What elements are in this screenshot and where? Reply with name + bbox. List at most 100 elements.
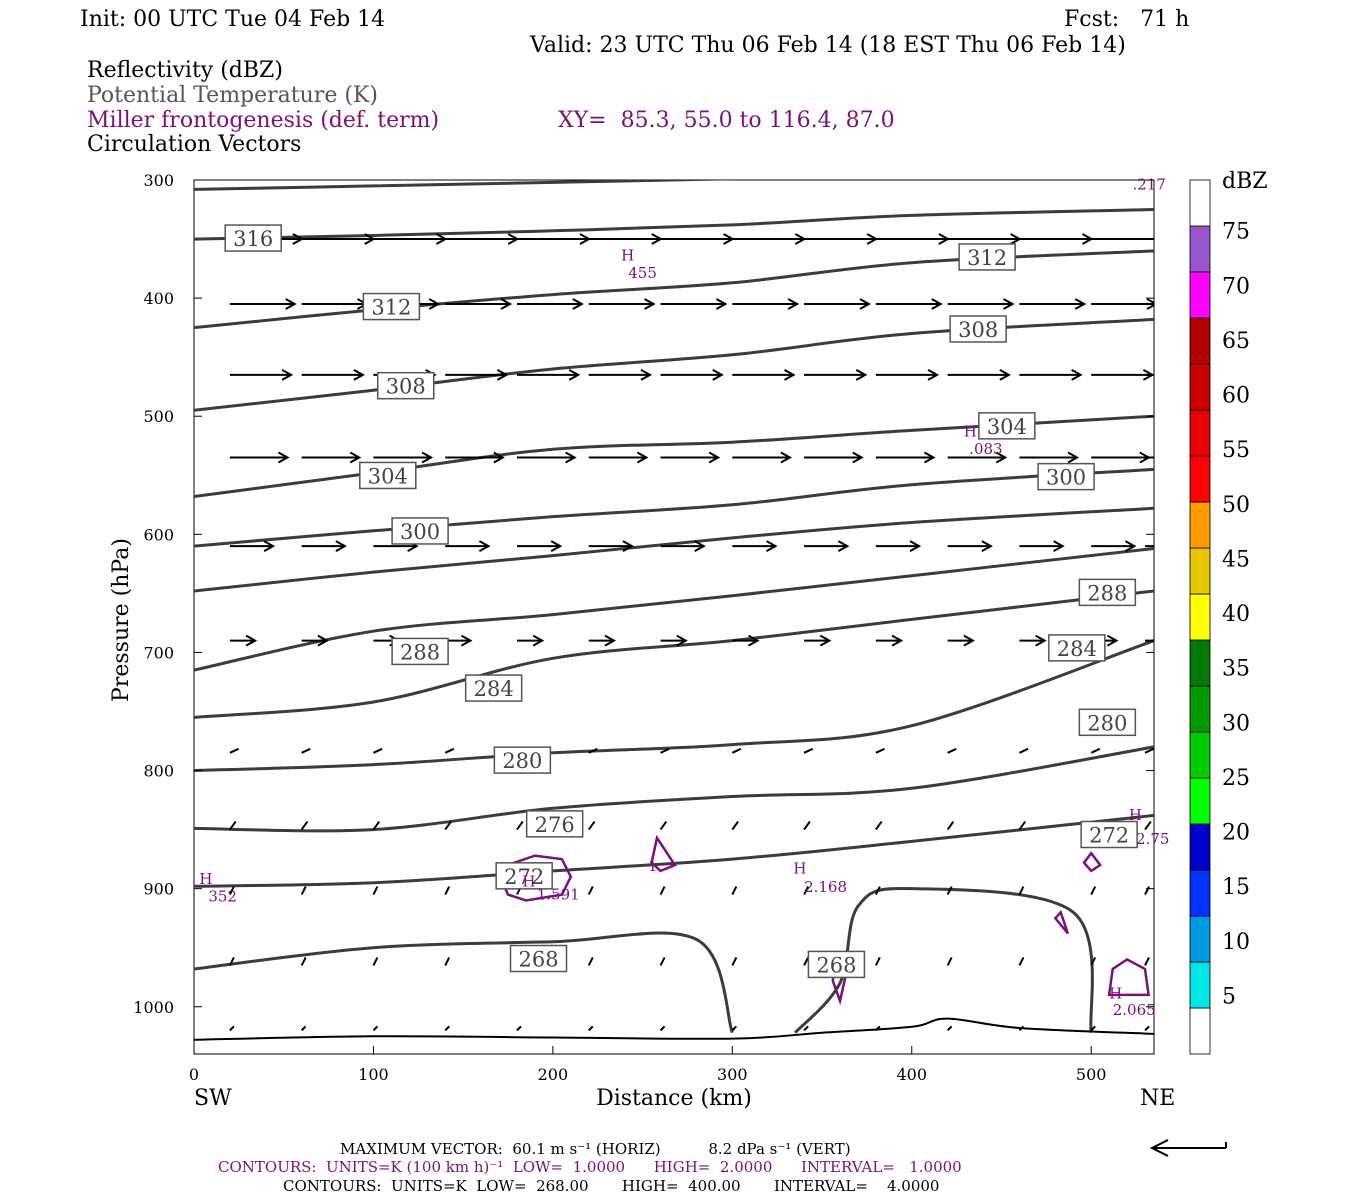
xy-endpoints: XY= 85.3, 55.0 to 116.4, 87.0 (558, 108, 895, 133)
svg-text:272: 272 (1089, 824, 1129, 848)
vector-arrow (516, 451, 577, 464)
vector-arrow (804, 634, 832, 647)
theta-contour-label: 300 (1037, 462, 1095, 491)
vector-arrow (516, 540, 563, 553)
theta-contour-label: 272 (495, 862, 553, 890)
frontogenesis-label: 2.168 (804, 878, 847, 896)
theta-contour-label: 316 (224, 224, 282, 252)
x-end-label-ne: NE (1140, 1086, 1175, 1111)
svg-text:284: 284 (474, 677, 514, 701)
vector-arrow (659, 1025, 666, 1032)
colorbar-tick-label: 25 (1222, 766, 1250, 791)
valid-time: Valid: 23 UTC Thu 06 Feb 14 (18 EST Thu … (529, 33, 1126, 58)
theta-contour-label: 268 (807, 950, 866, 979)
vector-arrow (301, 451, 362, 464)
vector-arrow (803, 956, 809, 966)
theta-contour-label: 272 (1080, 820, 1138, 849)
frontogenesis-label: .083 (969, 440, 1002, 458)
frontogenesis-label: 1 (648, 857, 658, 875)
vector-arrow (1144, 821, 1152, 831)
colorbar-tick-label: 70 (1222, 274, 1250, 299)
vector-arrow (1018, 886, 1025, 896)
colorbar-swatch (1189, 271, 1211, 319)
vector-arrow (229, 369, 294, 381)
frontogenesis-label: H (964, 422, 977, 440)
theta-contour-label: 276 (525, 810, 584, 838)
contours-theta-note: CONTOURS: UNITS=K LOW= 268.00 HIGH= 400.… (283, 1177, 939, 1195)
svg-text:288: 288 (400, 640, 440, 664)
vector-arrow (803, 821, 811, 831)
vector-arrow (444, 1025, 450, 1032)
vector-arrow (947, 634, 975, 647)
colorbar-swatch (1189, 225, 1211, 273)
vector-arrow (1091, 540, 1137, 553)
vector-arrow (588, 1025, 594, 1032)
vector-arrow (1019, 298, 1087, 310)
colorbar-swatch (1189, 823, 1211, 871)
frontogenesis-label: 2.065 (1113, 1001, 1156, 1019)
colorbar-swatch (1189, 547, 1211, 595)
vector-arrow (1019, 451, 1080, 464)
vector-arrow (946, 1025, 953, 1032)
svg-text:276: 276 (535, 813, 575, 837)
field-potential-temperature: Potential Temperature (K) (87, 83, 378, 108)
y-tick-label: 300 (143, 171, 174, 190)
theta-contour-label: 304 (978, 412, 1036, 440)
vector-arrow (803, 886, 809, 896)
svg-text:280: 280 (502, 749, 542, 773)
svg-text:284: 284 (1057, 637, 1097, 661)
colorbar-tick-label: 65 (1222, 329, 1250, 354)
y-tick-label: 700 (143, 643, 174, 662)
theta-contour-300 (194, 467, 1154, 548)
vector-arrow (1018, 1025, 1025, 1032)
vector-arrow (587, 821, 596, 831)
vector-arrow (229, 540, 276, 553)
colorbar-swatch (1189, 409, 1211, 457)
vector-arrow (372, 821, 381, 831)
vector-arrow (444, 821, 452, 831)
vector-arrow (946, 956, 953, 966)
vector-arrow (947, 540, 993, 553)
x-end-label-sw: SW (194, 1086, 232, 1111)
theta-contour-label: 288 (1078, 578, 1137, 607)
vector-arrow (516, 298, 584, 310)
vector-arrow (731, 747, 742, 754)
theta-contour-296 (194, 506, 1154, 593)
vector-arrow (372, 1025, 379, 1032)
max-vector-note: MAXIMUM VECTOR: 60.1 m s⁻¹ (HORIZ) 8.2 d… (340, 1140, 851, 1158)
vector-arrow (301, 747, 311, 754)
svg-text:308: 308 (958, 318, 998, 342)
vector-arrow (804, 369, 868, 381)
vector-arrow (588, 634, 617, 647)
vector-arrow (660, 540, 706, 553)
vector-arrow (803, 747, 814, 754)
vector-arrow (372, 886, 379, 896)
theta-contour-label: 304 (359, 461, 417, 490)
vector-arrow (875, 1025, 881, 1032)
vector-arrow (444, 956, 451, 966)
vector-arrow (445, 634, 473, 647)
vector-arrow (588, 298, 656, 310)
colorbar-swatch (1189, 363, 1211, 411)
vector-arrow (660, 298, 728, 310)
vector-arrow (1018, 956, 1025, 966)
vector-arrow (659, 956, 666, 966)
colorbar-swatch (1189, 593, 1211, 641)
vector-arrow (1145, 639, 1154, 642)
vector-arrow (732, 369, 796, 381)
svg-text:312: 312 (967, 246, 1007, 270)
vector-arrow (229, 298, 297, 310)
vector-arrow (946, 821, 955, 831)
vector-arrow (947, 298, 1015, 310)
vector-arrow (588, 747, 598, 754)
vector-arrow (659, 886, 666, 896)
colorbar-tick-label: 75 (1222, 220, 1250, 245)
vector-arrow (373, 747, 383, 754)
vector-arrow (373, 451, 434, 464)
field-reflectivity: Reflectivity (dBZ) (87, 58, 283, 83)
field-frontogenesis: Miller frontogenesis (def. term) (87, 108, 439, 133)
y-tick-label: 400 (143, 289, 174, 308)
vector-arrow (875, 298, 943, 310)
vector-arrow (444, 886, 451, 896)
